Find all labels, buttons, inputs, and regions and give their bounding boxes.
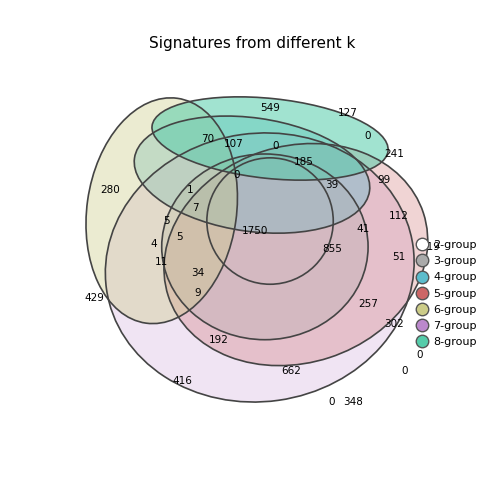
Text: 416: 416 — [172, 376, 193, 386]
Text: 549: 549 — [260, 102, 280, 112]
Text: 257: 257 — [358, 298, 378, 308]
Text: 5: 5 — [176, 231, 183, 241]
Text: 1750: 1750 — [241, 226, 268, 236]
Ellipse shape — [152, 97, 388, 180]
Text: 107: 107 — [224, 139, 244, 149]
Text: 34: 34 — [191, 268, 205, 278]
Text: 39: 39 — [326, 180, 339, 190]
Text: 348: 348 — [343, 397, 362, 407]
Text: 0: 0 — [329, 397, 335, 407]
Text: 429: 429 — [85, 293, 105, 303]
Legend: 2-group, 3-group, 4-group, 5-group, 6-group, 7-group, 8-group: 2-group, 3-group, 4-group, 5-group, 6-gr… — [414, 238, 479, 349]
Text: 241: 241 — [384, 149, 404, 159]
Ellipse shape — [134, 116, 370, 233]
Text: 5: 5 — [164, 216, 170, 226]
Text: 662: 662 — [281, 366, 300, 375]
Text: 41: 41 — [356, 224, 369, 234]
Text: 192: 192 — [209, 335, 228, 345]
Text: 7: 7 — [192, 203, 199, 213]
Text: 280: 280 — [100, 185, 120, 195]
Text: 112: 112 — [389, 211, 409, 221]
Text: 11: 11 — [155, 258, 168, 267]
Text: 0: 0 — [272, 141, 279, 151]
Text: 0: 0 — [401, 366, 407, 375]
Text: 185: 185 — [294, 157, 313, 167]
Ellipse shape — [164, 144, 428, 365]
Text: 0: 0 — [416, 350, 423, 360]
Text: 70: 70 — [202, 134, 215, 144]
Ellipse shape — [86, 98, 237, 324]
Text: 0: 0 — [365, 131, 371, 141]
Ellipse shape — [162, 154, 368, 340]
Text: 127: 127 — [338, 108, 357, 118]
Text: 99: 99 — [377, 175, 390, 185]
Text: 302: 302 — [384, 319, 404, 329]
Text: 9: 9 — [195, 288, 201, 298]
Text: 4: 4 — [151, 239, 157, 249]
Text: 51: 51 — [393, 252, 406, 262]
Text: 419: 419 — [420, 242, 440, 252]
Text: 855: 855 — [322, 244, 342, 255]
Text: 1: 1 — [187, 185, 194, 195]
Text: 0: 0 — [233, 170, 240, 179]
Ellipse shape — [105, 133, 414, 402]
Title: Signatures from different k: Signatures from different k — [149, 36, 355, 50]
